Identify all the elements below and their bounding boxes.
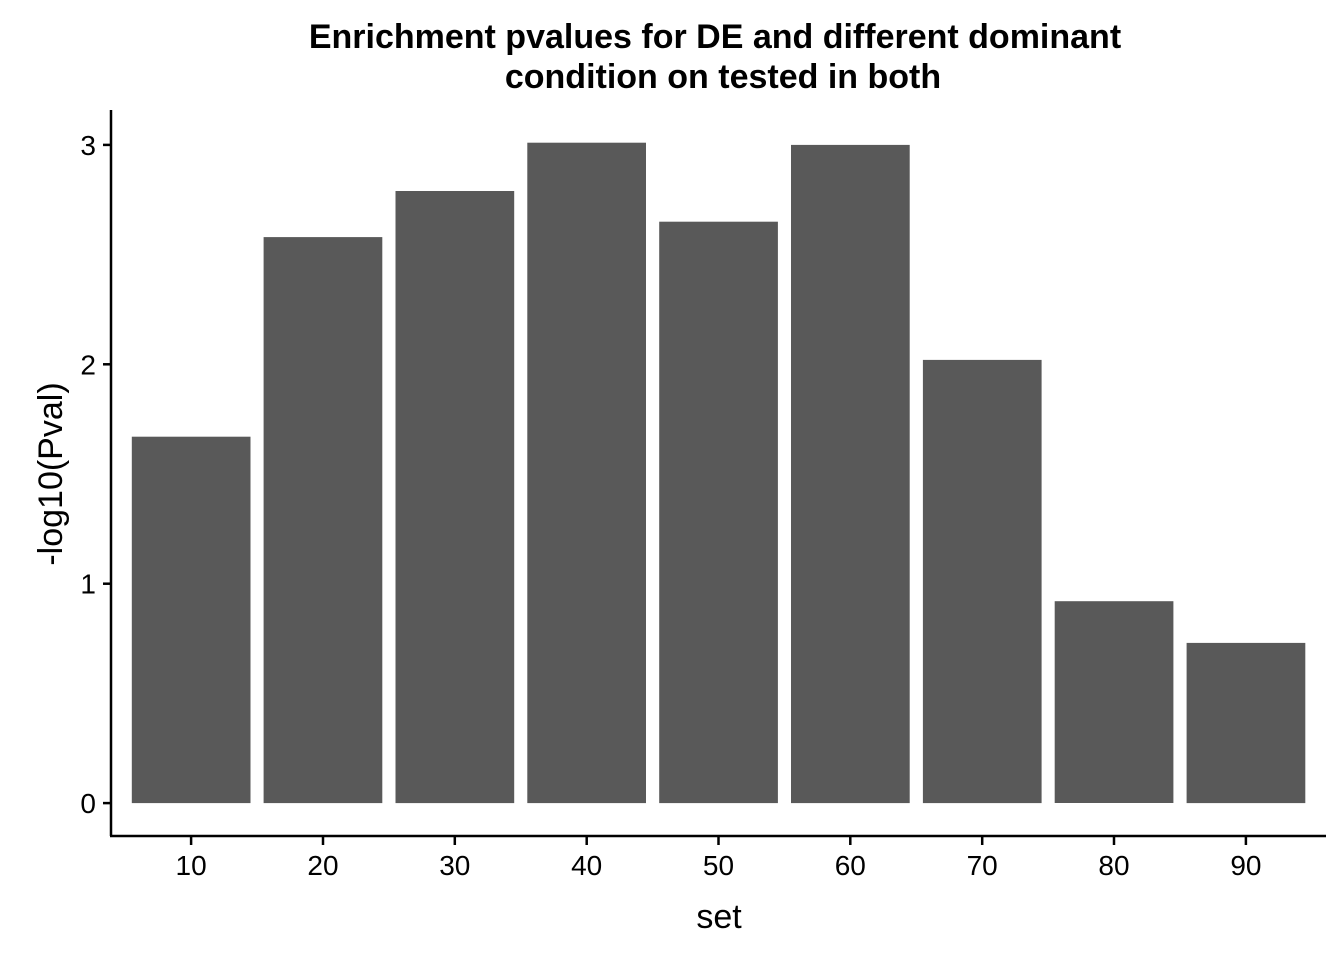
- x-tick-label-30: 30: [439, 850, 470, 881]
- y-tick-label-3: 3: [80, 130, 96, 161]
- bar-40: [527, 142, 646, 804]
- x-tick-label-40: 40: [571, 850, 602, 881]
- y-axis-ticks: 0 1 2 3: [80, 130, 111, 819]
- x-tick-label-70: 70: [967, 850, 998, 881]
- x-tick-label-10: 10: [176, 850, 207, 881]
- x-tick-label-80: 80: [1098, 850, 1129, 881]
- x-tick-label-60: 60: [835, 850, 866, 881]
- y-tick-label-1: 1: [80, 569, 96, 600]
- y-axis-title: -log10(Pval): [32, 382, 70, 565]
- x-tick-label-50: 50: [703, 850, 734, 881]
- chart-title-line-1: Enrichment pvalues for DE and different …: [309, 18, 1121, 56]
- bars-group: [131, 142, 1306, 804]
- x-tick-label-20: 20: [307, 850, 338, 881]
- y-tick-label-2: 2: [80, 349, 96, 380]
- bar-80: [1054, 601, 1174, 803]
- bar-30: [395, 191, 515, 804]
- bar-50: [659, 221, 778, 804]
- bar-90: [1186, 642, 1306, 804]
- chart-title-line-2: condition on tested in both: [505, 58, 941, 96]
- x-axis-title: set: [696, 898, 742, 936]
- bar-10: [131, 436, 251, 804]
- bar-60: [791, 144, 910, 804]
- bar-70: [922, 359, 1042, 804]
- x-tick-label-90: 90: [1230, 850, 1261, 881]
- bar-20: [263, 237, 383, 804]
- x-axis-ticks: 10 20 30 40 50 60 70 80 90: [176, 837, 1261, 881]
- y-tick-label-0: 0: [80, 788, 96, 819]
